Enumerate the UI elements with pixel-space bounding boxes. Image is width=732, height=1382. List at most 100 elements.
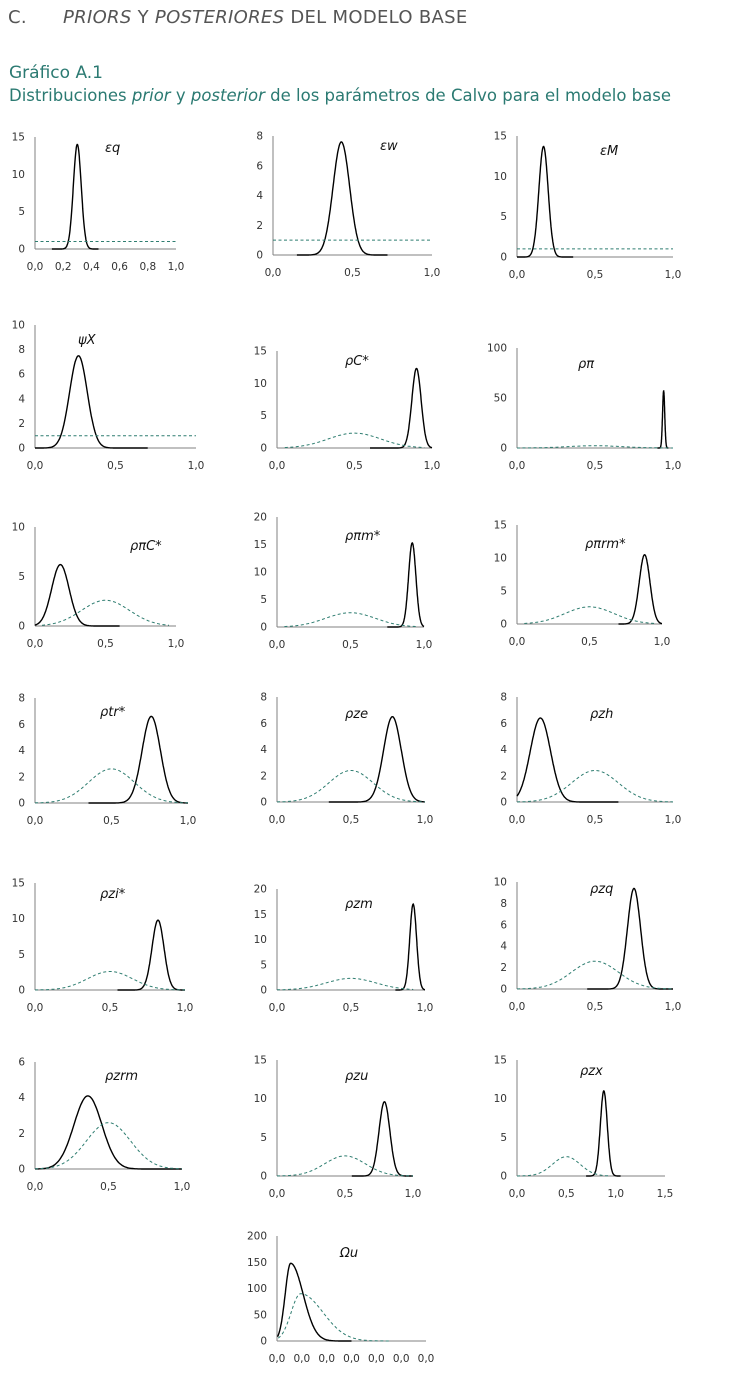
y-tick-label: 5 [260,1132,267,1144]
parameter-label: ρC* [345,354,369,369]
section-title-y: Y [131,7,155,28]
x-tick-label: 0,0 [509,814,526,826]
posterior-density-line [35,355,148,449]
y-tick-label: 15 [254,1055,267,1067]
y-tick-label: 15 [254,346,267,358]
y-tick-label: 8 [18,344,25,356]
y-tick-label: 2 [18,418,25,430]
x-tick-label: 0,0 [293,1353,310,1365]
posterior-density-line [351,1101,413,1177]
chart-panel: 0 2 4 6 8 10 0,0 0,5 1,0 ψX [12,320,205,473]
x-tick-label: 0,0 [27,638,44,650]
x-tick-label: 1,0 [174,1181,191,1193]
y-tick-label: 4 [500,941,507,953]
y-tick-label: 20 [254,512,267,524]
prior-density-line [277,770,425,803]
y-tick-label: 15 [254,909,267,921]
y-tick-label: 5 [500,211,507,223]
x-tick-label: 0,0 [265,267,282,279]
parameter-label: εw [380,139,398,154]
y-tick-label: 0 [500,443,507,455]
y-tick-label: 0 [500,984,507,996]
x-tick-label: 0,2 [55,261,72,273]
y-tick-label: 10 [12,169,25,181]
y-tick-label: 8 [256,131,263,143]
x-tick-label: 0,0 [393,1353,410,1365]
y-tick-label: 4 [256,190,263,202]
prior-density-line [517,770,673,803]
y-tick-label: 5 [18,949,25,961]
y-tick-label: 6 [18,1057,25,1069]
chart-panel: 0 5 10 15 0,0 0,2 0,4 0,6 0,8 1,0 εq [12,132,185,274]
y-tick-label: 5 [260,959,267,971]
parameter-label: Ωu [339,1246,358,1261]
chart-panel: 0 5 10 15 0,0 0,5 1,0 ρC* [254,346,441,473]
parameter-label: ρzi* [100,887,126,902]
y-tick-label: 0 [18,985,25,997]
y-tick-label: 6 [18,719,25,731]
y-tick-label: 0 [500,797,507,809]
y-tick-label: 10 [254,378,267,390]
chart-panel: 0 2 4 6 0,0 0,5 1,0 ρzrm [18,1057,190,1194]
x-tick-label: 1,5 [657,1188,674,1200]
prior-density-line [524,606,655,624]
y-tick-label: 2 [260,770,267,782]
y-tick-label: 0 [18,443,25,455]
x-tick-label: 0,0 [368,1353,385,1365]
prior-density-line [35,971,185,991]
y-tick-label: 0 [18,798,25,810]
x-tick-label: 1,0 [168,638,185,650]
y-tick-label: 8 [500,692,507,704]
prior-density-line [517,445,673,449]
x-tick-label: 0,5 [587,460,604,472]
x-tick-label: 0,0 [269,460,286,472]
y-tick-label: 5 [18,206,25,218]
posterior-density-line [35,1095,182,1170]
x-tick-label: 1,0 [665,814,682,826]
y-tick-label: 0 [260,622,267,634]
figure-title-part1: Distribuciones [9,86,132,105]
y-tick-label: 10 [254,934,267,946]
figure-title: Distribuciones prior y posterior de los … [9,86,671,105]
x-tick-label: 0,6 [111,261,128,273]
parameter-label: ρzq [590,882,613,897]
x-tick-label: 0,5 [587,269,604,281]
x-tick-label: 0,0 [27,460,44,472]
y-tick-label: 0 [260,797,267,809]
x-tick-label: 1,0 [665,1001,682,1013]
x-tick-label: 0,0 [509,1001,526,1013]
posterior-density-line [587,887,673,990]
x-tick-label: 0,0 [509,460,526,472]
chart-panel: 0 5 10 0,0 0,5 1,0 ρπC* [12,522,185,651]
chart-panel: 0 5 10 15 0,0 0,5 1,0 1,5 ρzx [494,1055,674,1201]
y-tick-label: 6 [260,718,267,730]
y-tick-label: 2 [500,962,507,974]
x-tick-label: 0,5 [587,814,604,826]
y-tick-label: 0 [500,252,507,264]
y-tick-label: 8 [500,898,507,910]
x-tick-label: 0,0 [418,1353,435,1365]
x-tick-label: 0,5 [97,638,114,650]
posterior-density-line [517,145,574,258]
posterior-density-line [88,715,188,804]
posterior-density-line [34,563,120,627]
x-tick-label: 0,0 [269,814,286,826]
parameter-label: ρπrm* [585,537,626,552]
y-tick-label: 4 [18,745,25,757]
y-tick-label: 50 [254,1309,267,1321]
x-tick-label: 0,0 [343,1353,360,1365]
y-tick-label: 15 [254,539,267,551]
figure-label: Gráfico A.1 [9,63,103,83]
x-tick-label: 1,0 [405,1188,422,1200]
parameter-label: ψX [78,333,97,348]
x-tick-label: 0,0 [509,1188,526,1200]
x-tick-label: 0,5 [344,267,361,279]
y-tick-label: 8 [260,692,267,704]
y-tick-label: 0 [500,619,507,631]
y-tick-label: 5 [500,586,507,598]
posterior-density-line [51,143,99,250]
prior-density-line [277,1155,413,1177]
x-tick-label: 0,5 [337,1188,354,1200]
